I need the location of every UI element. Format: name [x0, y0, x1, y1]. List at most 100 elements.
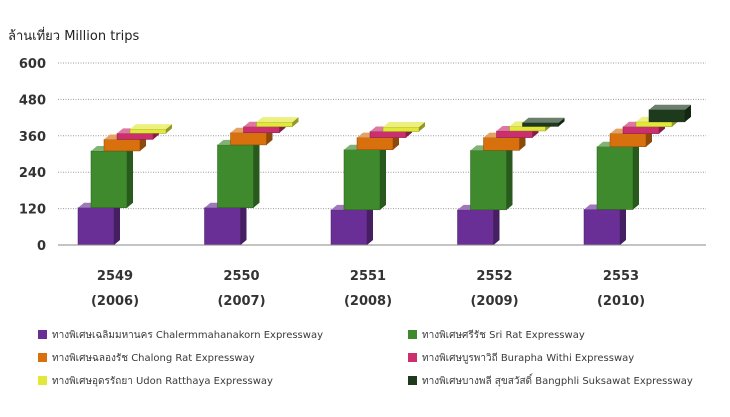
bar-front [369, 131, 407, 138]
bar-segment [330, 204, 373, 246]
bar-segment [382, 122, 425, 132]
bar-side [240, 202, 247, 245]
bar-segment [470, 145, 513, 211]
bar-front [256, 121, 293, 127]
bar-side [633, 141, 639, 210]
bar-front [356, 137, 394, 151]
legend-item: ทางพิเศษอุดรรัถยา Udon Ratthaya Expressw… [38, 376, 273, 387]
y-axis-ticks: 0 120 240 360 480 600 [19, 57, 46, 254]
bar-segment [256, 117, 299, 127]
bar-segment [90, 145, 133, 208]
bar-stack [583, 104, 691, 246]
bar-segment [77, 202, 120, 246]
x-category-year-ad: (2009) [470, 294, 518, 309]
bar-stack [204, 117, 299, 246]
bar-top [383, 122, 425, 128]
bar-side [380, 144, 386, 210]
bar-segment [596, 141, 639, 210]
legend-item: ทางพิเศษบางพลี สุขสวัสดิ์ Bangphli Suksa… [408, 373, 693, 387]
x-category-year-be: 2550 [223, 269, 259, 284]
legend-label: ทางพิเศษบางพลี สุขสวัสดิ์ Bangphli Suksa… [422, 373, 693, 387]
y-tick-label: 360 [19, 130, 46, 145]
bar-segment [648, 104, 691, 123]
x-axis-categories: 2549 (2006) 2550 (2007) 2551 (2008) 2552 (2009)… [91, 269, 645, 309]
bar-side [127, 145, 133, 208]
y-tick-label: 120 [19, 203, 46, 218]
legend-item: ทางพิเศษศรีรัช Sri Rat Expressway [408, 329, 585, 341]
legend-swatch [38, 353, 47, 362]
bar-front [470, 150, 507, 211]
legend-swatch [408, 376, 417, 385]
bar-segment [583, 204, 626, 246]
bar-stacks [77, 104, 691, 246]
bar-front [77, 207, 115, 246]
bar-side [620, 204, 626, 245]
x-category-year-be: 2549 [97, 269, 133, 284]
bar-front [635, 121, 673, 127]
y-tick-label: 600 [19, 57, 46, 72]
bar-stack [77, 124, 172, 246]
bar-segment [457, 204, 500, 246]
bar-top [649, 104, 691, 110]
bar-front [522, 122, 559, 127]
x-category-year-be: 2553 [603, 269, 639, 284]
bar-side [685, 104, 691, 122]
legend-swatch [38, 376, 47, 385]
legend-label: ทางพิเศษศรีรัช Sri Rat Expressway [422, 329, 585, 341]
unit-label: ล้านเที่ยว Million trips [8, 27, 140, 44]
bar-front [622, 126, 660, 134]
bar-segment [217, 139, 260, 208]
bar-front [509, 126, 546, 132]
bar-top [256, 117, 299, 123]
bar-front [457, 209, 494, 246]
legend-swatch [38, 330, 47, 339]
bar-side [367, 204, 373, 245]
bar-front [496, 130, 533, 138]
bar-front [343, 149, 381, 211]
legend-label: ทางพิเศษฉลองรัช Chalong Rat Expressway [52, 353, 255, 364]
bar-segment [204, 202, 247, 246]
legend-label: ทางพิเศษบูรพาวิถี Burapha Withi Expressw… [422, 352, 634, 364]
bar-side [166, 124, 172, 134]
x-category-year-be: 2552 [476, 269, 512, 284]
legend-item: ทางพิเศษฉลองรัช Chalong Rat Expressway [38, 353, 255, 364]
y-tick-label: 480 [19, 93, 46, 108]
bar-front [217, 144, 254, 208]
bar-front [330, 209, 368, 246]
x-category-year-ad: (2007) [217, 294, 265, 309]
bar-stack [457, 117, 565, 246]
legend-item: ทางพิเศษบูรพาวิถี Burapha Withi Expressw… [408, 352, 634, 364]
bar-segment [522, 117, 565, 127]
legend-swatch [408, 353, 417, 362]
legend-item: ทางพิเศษเฉลิมมหานคร Chalermmahanakorn Ex… [38, 330, 323, 341]
bar-front [382, 126, 420, 132]
bar-stack [330, 122, 425, 246]
legend: ทางพิเศษเฉลิมมหานคร Chalermmahanakorn Ex… [38, 329, 693, 387]
bar-front [596, 146, 634, 210]
legend-swatch [408, 330, 417, 339]
bar-side [292, 117, 299, 127]
bar-top [522, 117, 565, 123]
bar-segment [129, 124, 172, 134]
bar-front [648, 109, 686, 123]
bar-front [483, 137, 520, 151]
bar-side [493, 204, 500, 245]
bar-front [230, 132, 267, 146]
bar-side [253, 139, 260, 208]
bar-front [583, 209, 621, 246]
bar-front [243, 126, 280, 134]
bar-front [204, 207, 241, 246]
x-category-year-ad: (2008) [344, 294, 392, 309]
x-category-year-ad: (2010) [597, 294, 645, 309]
bar-side [506, 145, 513, 210]
bar-front [129, 128, 167, 134]
x-category-year-be: 2551 [350, 269, 386, 284]
bar-side [419, 122, 425, 132]
bar-front [116, 133, 154, 140]
bar-side [558, 117, 565, 127]
bar-front [90, 150, 128, 208]
legend-label: ทางพิเศษอุดรรัถยา Udon Ratthaya Expressw… [52, 376, 273, 387]
bar-side [114, 202, 120, 245]
bar-front [103, 139, 141, 152]
